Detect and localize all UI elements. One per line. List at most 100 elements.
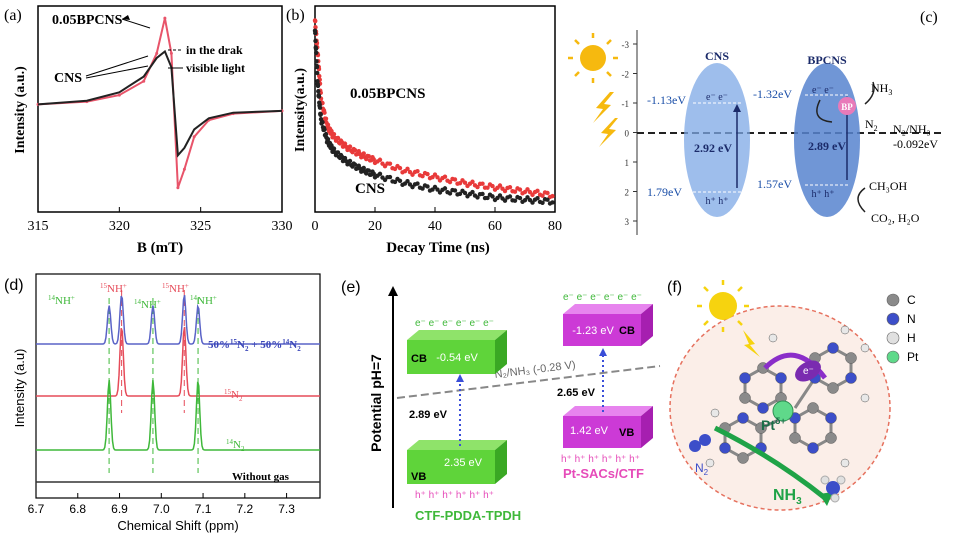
x-tick-label: 6.8 — [69, 502, 86, 516]
c-n2: N2 — [865, 117, 878, 133]
x-tick-label: 0 — [312, 219, 319, 234]
atom — [840, 458, 850, 468]
data-point — [371, 171, 376, 176]
data-point — [352, 162, 358, 167]
f-electron: e⁻ — [803, 366, 814, 377]
data-point — [452, 177, 458, 182]
atom — [737, 452, 749, 464]
data-point — [317, 102, 322, 107]
right-name: Pt-SACs/CTF — [563, 466, 644, 481]
data-point — [317, 73, 322, 79]
x-tick-label: 320 — [109, 219, 130, 234]
cns-vb: 1.79eV — [647, 185, 682, 199]
n2-molecule — [689, 434, 711, 452]
y-tick-label: 0 — [625, 129, 630, 139]
legend-swatch — [886, 312, 900, 326]
data-point — [540, 193, 545, 198]
x-tick-label: 6.7 — [28, 502, 45, 516]
y-tick-label: -3 — [622, 40, 630, 50]
data-point — [475, 184, 480, 190]
data-point — [485, 195, 490, 201]
legend-label: N — [907, 312, 916, 326]
bp-particle — [838, 97, 856, 115]
atom — [739, 372, 751, 384]
panel-a-annot-cns: CNS — [54, 71, 82, 86]
c-couple-bottom: -0.092eV — [893, 137, 938, 151]
data-point — [313, 25, 318, 30]
panel-f-label: (f) — [667, 279, 682, 296]
atom — [737, 412, 749, 424]
c-couple-top: N₂/NH₃ — [893, 122, 931, 136]
data-point — [316, 94, 322, 99]
panel-d-series — [36, 295, 320, 483]
y-tick-label: 3 — [625, 217, 630, 227]
panel-b-annot-cns: CNS — [355, 181, 385, 197]
atom — [775, 372, 787, 384]
left-cb-block: CB -0.54 eV — [407, 330, 507, 374]
svg-text:2.35 eV: 2.35 eV — [444, 457, 483, 469]
left-holes: h⁺ h⁺ h⁺ h⁺ h⁺ h⁺ — [415, 490, 494, 501]
panel-a-label: (a) — [4, 7, 22, 24]
data-point — [163, 16, 167, 20]
atom — [719, 442, 731, 454]
data-point — [331, 146, 337, 151]
right-holes: h⁺ h⁺ h⁺ h⁺ h⁺ h⁺ — [561, 454, 640, 465]
data-point — [507, 194, 513, 199]
bpcns-title: BPCNS — [807, 53, 847, 67]
panel-a-xlabel: B (mT) — [137, 240, 183, 256]
panel-d-guides — [108, 290, 199, 473]
atom — [757, 402, 769, 414]
data-point — [452, 188, 458, 193]
data-point — [322, 127, 327, 132]
legend-label: C — [907, 293, 916, 307]
atom — [789, 432, 801, 444]
panel-b-xlabel: Decay Time (ns) — [386, 240, 490, 256]
lightning-icon — [599, 118, 618, 147]
data-point — [314, 50, 319, 55]
y-tick-label: 2 — [625, 188, 630, 198]
panel-b-decay-chart: (b) 0 20 40 60 80 Intensity(a.u.) Decay Time… — [286, 5, 562, 256]
data-point — [490, 183, 495, 189]
f-pt-label: Ptδ+ — [761, 416, 786, 433]
panel-a-annot-visible: visible light — [186, 61, 245, 75]
data-point — [325, 136, 331, 142]
legend-swatch — [886, 293, 900, 307]
data-point — [117, 93, 121, 97]
left-name: CTF-PDDA-TPDH — [415, 508, 521, 523]
atom — [825, 432, 837, 444]
data-point — [313, 30, 318, 36]
panel-e-label: (e) — [341, 279, 361, 296]
c-co2: CO₂, H₂O — [871, 211, 920, 225]
sun-icon — [697, 280, 749, 332]
legend-swatch — [886, 331, 900, 345]
data-point — [155, 51, 159, 55]
atom — [845, 372, 857, 384]
data-point — [490, 194, 495, 199]
panel-a-ylabel: Intensity (a.u.) — [13, 66, 28, 154]
data-point — [314, 59, 319, 64]
bpcns-holes: h⁺ h⁺ — [811, 189, 834, 200]
panel-f-atoms — [705, 325, 870, 468]
atom — [827, 382, 839, 394]
data-point — [371, 157, 376, 162]
panel-d-xlabel: Chemical Shift (ppm) — [117, 518, 238, 533]
panel-c-band-diagram: (c) -3 -2 -1 0 1 2 3 CNS e⁻ e⁻ h⁺ h⁺ 2.92 eV -… — [568, 9, 945, 235]
data-point — [361, 151, 366, 156]
e-yaxis: Potential pH=7 — [368, 354, 384, 452]
svg-text:VB: VB — [411, 471, 426, 483]
cns-holes: h⁺ h⁺ — [705, 196, 728, 207]
svg-text:-1.23 eV: -1.23 eV — [572, 325, 614, 337]
right-gap: 2.65 eV — [557, 387, 596, 399]
data-point — [545, 190, 550, 196]
panel-b-annot-bpcns: 0.05BPCNS — [350, 86, 425, 102]
x-tick-label: 7.0 — [153, 502, 170, 516]
data-point — [347, 158, 353, 164]
data-point — [366, 153, 371, 159]
panel-a-series — [36, 16, 284, 190]
data-point — [530, 200, 535, 205]
data-point — [335, 135, 341, 141]
data-point — [313, 46, 319, 51]
f-nh3: NH3 — [773, 487, 802, 507]
atom — [705, 458, 715, 468]
data-point — [420, 174, 425, 179]
